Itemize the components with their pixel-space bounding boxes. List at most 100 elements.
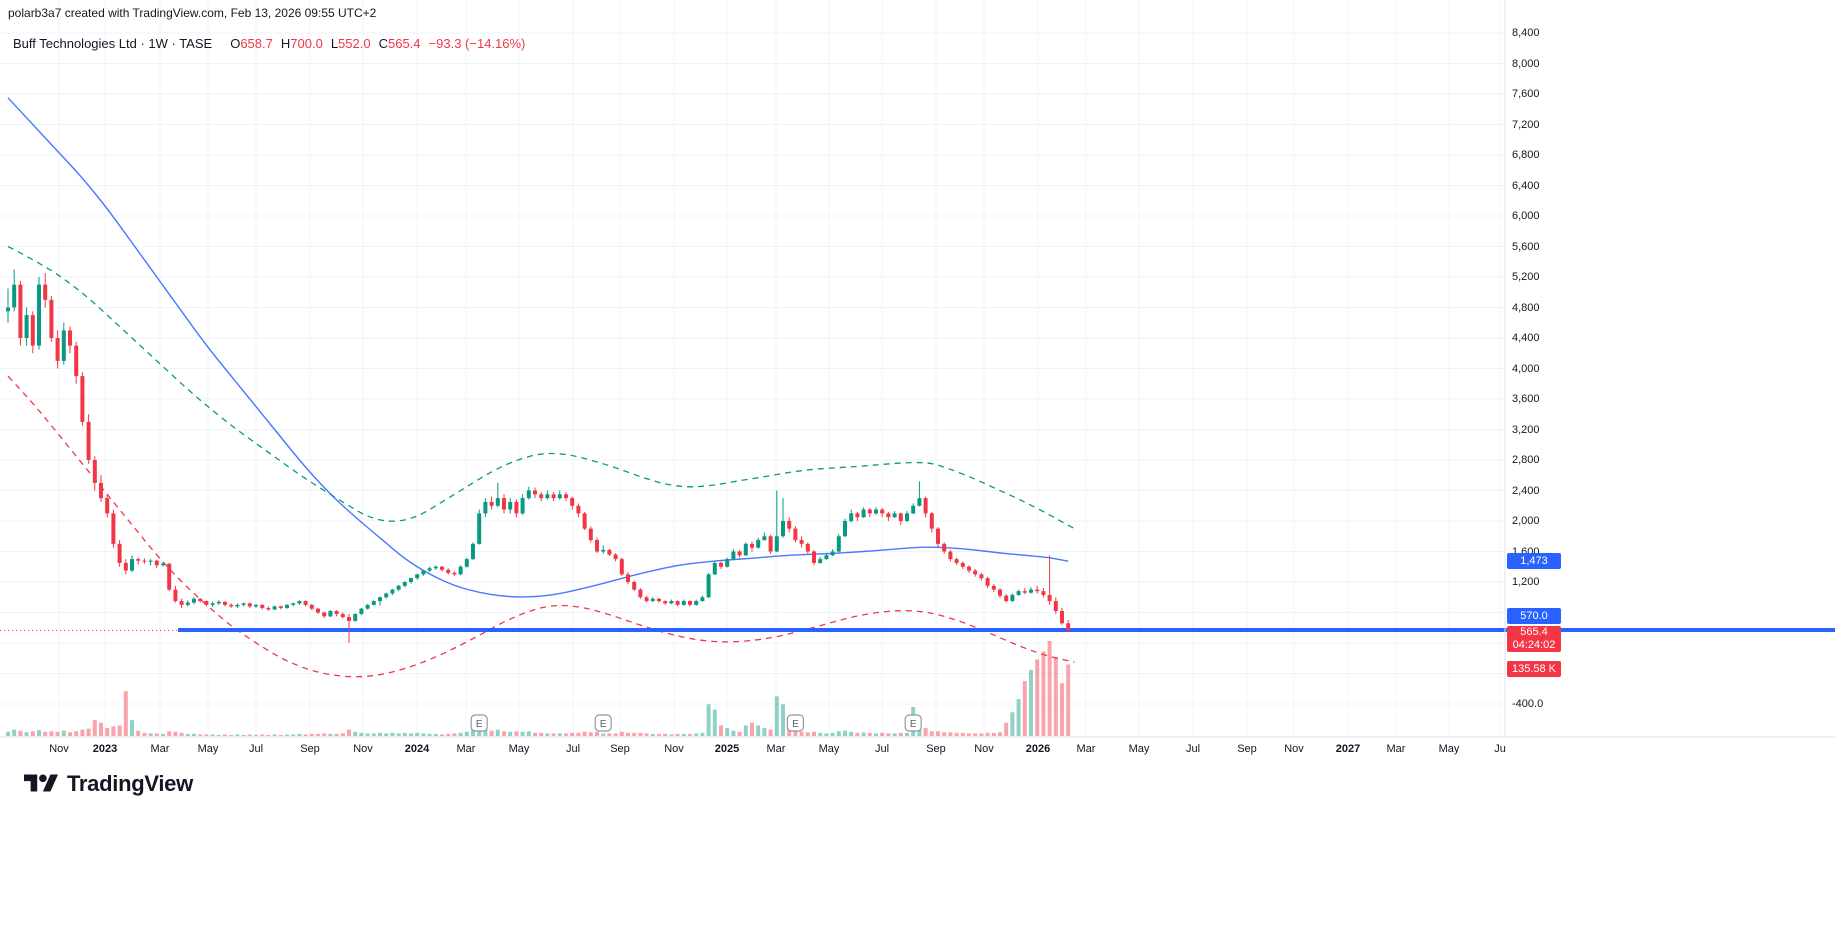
volume-bar[interactable] xyxy=(731,730,736,736)
candle[interactable] xyxy=(712,560,717,576)
candle[interactable] xyxy=(688,600,692,607)
volume-bar[interactable] xyxy=(545,733,550,736)
candle[interactable] xyxy=(30,311,35,354)
candle[interactable] xyxy=(204,600,209,607)
volume-bar[interactable] xyxy=(179,732,184,736)
volume-bar[interactable] xyxy=(998,732,1002,736)
candle[interactable] xyxy=(471,542,475,560)
candle[interactable] xyxy=(514,499,519,518)
candle[interactable] xyxy=(74,341,79,384)
volume-bar[interactable] xyxy=(892,733,897,736)
volume-bar[interactable] xyxy=(508,731,513,736)
volume-bar[interactable] xyxy=(526,731,531,736)
volume-bar[interactable] xyxy=(948,732,953,736)
candle[interactable] xyxy=(130,555,134,573)
candle[interactable] xyxy=(973,569,978,577)
volume-bar[interactable] xyxy=(650,733,655,736)
volume-bar[interactable] xyxy=(960,732,965,736)
candle[interactable] xyxy=(427,566,432,573)
candle[interactable] xyxy=(216,600,221,605)
candle[interactable] xyxy=(359,607,364,615)
volume-bar[interactable] xyxy=(991,732,996,736)
volume-bar[interactable] xyxy=(1029,670,1033,736)
volume-bar[interactable] xyxy=(210,734,215,736)
candle[interactable] xyxy=(570,496,575,510)
volume-bar[interactable] xyxy=(905,732,909,736)
candle[interactable] xyxy=(595,537,599,554)
candle[interactable] xyxy=(954,557,959,566)
candle[interactable] xyxy=(340,612,345,619)
volume-bar[interactable] xyxy=(117,725,122,736)
candle[interactable] xyxy=(18,280,23,346)
candle[interactable] xyxy=(303,600,308,607)
volume-bar[interactable] xyxy=(446,733,451,736)
volume-bar[interactable] xyxy=(818,732,823,736)
candle[interactable] xyxy=(979,572,984,581)
volume-bar[interactable] xyxy=(427,733,432,736)
volume-bar[interactable] xyxy=(316,733,320,736)
volume-bar[interactable] xyxy=(18,730,23,736)
volume-bar[interactable] xyxy=(700,732,705,736)
volume-bar[interactable] xyxy=(402,732,407,736)
volume-bar[interactable] xyxy=(185,733,190,736)
candle[interactable] xyxy=(700,595,705,602)
candle[interactable] xyxy=(960,561,965,570)
volume-bar[interactable] xyxy=(743,725,748,736)
volume-bar[interactable] xyxy=(359,732,364,736)
candle[interactable] xyxy=(861,507,866,518)
candle[interactable] xyxy=(353,613,358,622)
candle[interactable] xyxy=(787,517,792,533)
candle[interactable] xyxy=(520,494,525,515)
volume-bar[interactable] xyxy=(1047,640,1052,736)
volume-bar[interactable] xyxy=(204,734,209,736)
candle[interactable] xyxy=(446,568,451,575)
candle[interactable] xyxy=(824,553,829,560)
candle[interactable] xyxy=(86,414,91,464)
candle[interactable] xyxy=(650,597,655,602)
candle[interactable] xyxy=(142,558,147,564)
candle[interactable] xyxy=(576,503,581,518)
volume-bar[interactable] xyxy=(347,729,351,736)
candle[interactable] xyxy=(440,565,444,572)
candle[interactable] xyxy=(179,598,184,608)
candle[interactable] xyxy=(12,269,17,312)
earnings-icon[interactable]: E xyxy=(786,714,805,732)
volume-bar[interactable] xyxy=(464,731,469,736)
volume-bar[interactable] xyxy=(514,731,519,736)
volume-bar[interactable] xyxy=(285,734,289,736)
candle[interactable] xyxy=(526,486,531,500)
candle[interactable] xyxy=(880,508,885,518)
earnings-icon[interactable]: E xyxy=(470,714,488,732)
candle[interactable] xyxy=(68,326,72,354)
candle[interactable] xyxy=(396,585,401,592)
volume-bar[interactable] xyxy=(86,728,91,736)
volume-bar[interactable] xyxy=(564,733,568,736)
candle[interactable] xyxy=(855,511,860,521)
volume-bar[interactable] xyxy=(967,733,971,736)
volume-bar[interactable] xyxy=(632,732,637,736)
candle[interactable] xyxy=(781,498,785,538)
volume-bar[interactable] xyxy=(130,720,134,736)
candle[interactable] xyxy=(657,598,661,603)
candle[interactable] xyxy=(402,581,407,588)
candle[interactable] xyxy=(967,565,971,573)
volume-bar[interactable] xyxy=(607,733,612,736)
candle[interactable] xyxy=(415,573,420,580)
volume-bar[interactable] xyxy=(688,733,692,736)
candle[interactable] xyxy=(998,588,1002,599)
candle[interactable] xyxy=(49,296,54,342)
candle[interactable] xyxy=(192,597,196,605)
candle[interactable] xyxy=(99,475,103,502)
candle[interactable] xyxy=(136,557,141,565)
volume-bar[interactable] xyxy=(855,732,860,736)
candle[interactable] xyxy=(533,487,537,499)
candle[interactable] xyxy=(508,498,513,514)
volume-bar[interactable] xyxy=(1053,656,1058,736)
volume-bar[interactable] xyxy=(1041,651,1046,736)
volume-bar[interactable] xyxy=(706,704,711,736)
candle[interactable] xyxy=(223,601,227,607)
volume-bar[interactable] xyxy=(440,734,444,736)
candle[interactable] xyxy=(378,596,382,606)
candle[interactable] xyxy=(173,585,178,603)
